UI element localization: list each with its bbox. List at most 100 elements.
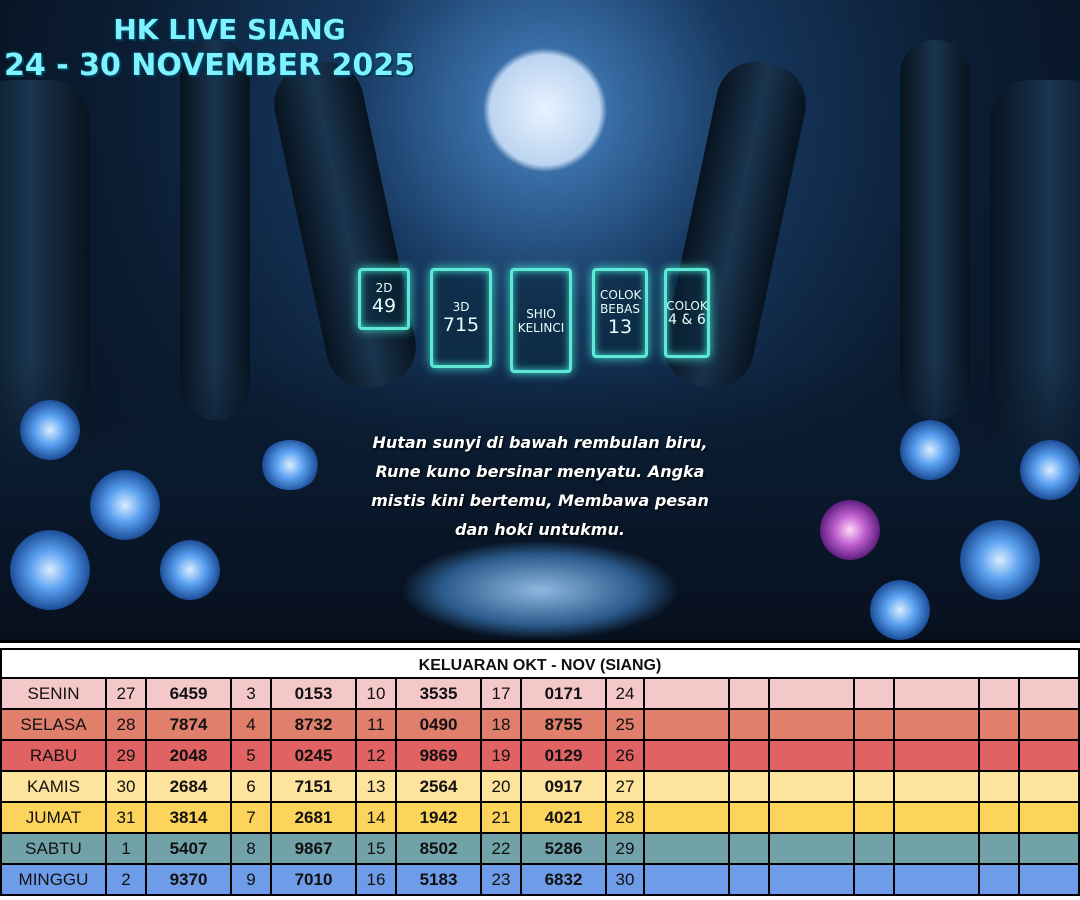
empty-cell <box>978 801 1020 834</box>
empty-cell <box>1017 863 1080 896</box>
date-cell: 19 <box>480 739 522 772</box>
empty-cell <box>978 770 1020 803</box>
title-line-1: HK LIVE SIANG <box>113 13 346 46</box>
empty-cell <box>768 832 855 865</box>
empty-cell <box>853 677 895 710</box>
prediction-label: SHIO <box>526 306 556 321</box>
result-cell: 9867 <box>270 832 357 865</box>
empty-cell <box>643 863 730 896</box>
empty-cell <box>893 739 980 772</box>
prediction-label: COLOK BEBAS <box>600 288 642 316</box>
result-cell: 5183 <box>395 863 482 896</box>
date-cell: 16 <box>355 863 397 896</box>
result-cell: 7874 <box>145 708 232 741</box>
day-cell: JUMAT <box>0 801 107 834</box>
flower <box>20 400 80 460</box>
prediction-shio: SHIO KELINCI <box>510 268 572 373</box>
table-row: SABTU 1 5407 8 9867 15 8502 22 5286 29 <box>0 832 1080 865</box>
tree <box>180 40 250 420</box>
date-cell: 24 <box>605 677 645 710</box>
date-cell: 6 <box>230 770 272 803</box>
date-cell: 2 <box>105 863 147 896</box>
empty-cell <box>768 708 855 741</box>
empty-cell <box>893 832 980 865</box>
empty-cell <box>978 739 1020 772</box>
empty-cell <box>643 770 730 803</box>
result-cell: 0917 <box>520 770 607 803</box>
banner-title: HK LIVE SIANG 24 - 30 NOVEMBER 2025 <box>4 12 415 84</box>
date-cell: 10 <box>355 677 397 710</box>
flower <box>1020 440 1080 500</box>
prediction-value: 49 <box>371 295 397 317</box>
table-row: SENIN 27 6459 3 0153 10 3535 17 0171 24 <box>0 677 1080 710</box>
divider <box>0 640 1080 643</box>
result-cell: 2681 <box>270 801 357 834</box>
date-cell: 28 <box>605 801 645 834</box>
empty-cell <box>728 677 770 710</box>
poem: Hutan sunyi di bawah rembulan biru, Rune… <box>360 428 720 544</box>
empty-cell <box>728 739 770 772</box>
empty-cell <box>853 832 895 865</box>
date-cell: 27 <box>105 677 147 710</box>
table-row: SELASA 28 7874 4 8732 11 0490 18 8755 25 <box>0 708 1080 741</box>
empty-cell <box>728 801 770 834</box>
empty-cell <box>893 801 980 834</box>
date-cell: 27 <box>605 770 645 803</box>
tree <box>266 54 424 396</box>
result-cell: 0245 <box>270 739 357 772</box>
empty-cell <box>978 863 1020 896</box>
result-cell: 0153 <box>270 677 357 710</box>
flower <box>160 540 220 600</box>
empty-cell <box>728 863 770 896</box>
date-cell: 1 <box>105 832 147 865</box>
date-cell: 29 <box>605 832 645 865</box>
date-cell: 11 <box>355 708 397 741</box>
poem-line: mistis kini bertemu, Membawa pesan <box>371 491 709 510</box>
empty-cell <box>643 677 730 710</box>
date-cell: 17 <box>480 677 522 710</box>
prediction-value: 13 <box>607 316 633 338</box>
date-cell: 30 <box>605 863 645 896</box>
empty-cell <box>768 770 855 803</box>
prediction-2d: 2D 49 <box>358 268 410 330</box>
day-cell: MINGGU <box>0 863 107 896</box>
date-cell: 13 <box>355 770 397 803</box>
flower <box>870 580 930 640</box>
prediction-value: KELINCI <box>517 320 565 335</box>
result-cell: 7151 <box>270 770 357 803</box>
date-cell: 25 <box>605 708 645 741</box>
empty-cell <box>643 708 730 741</box>
date-cell: 18 <box>480 708 522 741</box>
result-cell: 3814 <box>145 801 232 834</box>
date-cell: 30 <box>105 770 147 803</box>
result-cell: 0490 <box>395 708 482 741</box>
empty-cell <box>1017 801 1080 834</box>
empty-cell <box>728 770 770 803</box>
date-cell: 23 <box>480 863 522 896</box>
date-cell: 21 <box>480 801 522 834</box>
date-cell: 20 <box>480 770 522 803</box>
date-cell: 9 <box>230 863 272 896</box>
empty-cell <box>893 708 980 741</box>
empty-cell <box>1017 770 1080 803</box>
prediction-colok: COLOK 4 & 6 <box>664 268 710 358</box>
day-cell: SELASA <box>0 708 107 741</box>
prediction-value: 715 <box>442 314 480 336</box>
date-cell: 8 <box>230 832 272 865</box>
flower <box>960 520 1040 600</box>
flower <box>900 420 960 480</box>
flower <box>90 470 160 540</box>
date-cell: 12 <box>355 739 397 772</box>
prediction-colok-bebas: COLOK BEBAS 13 <box>592 268 648 358</box>
result-cell: 9370 <box>145 863 232 896</box>
empty-cell <box>728 832 770 865</box>
day-cell: SABTU <box>0 832 107 865</box>
prediction-label: COLOK <box>666 299 708 313</box>
empty-cell <box>893 863 980 896</box>
empty-cell <box>978 832 1020 865</box>
empty-cell <box>853 770 895 803</box>
poem-line: Rune kuno bersinar menyatu. Angka <box>375 462 705 481</box>
empty-cell <box>978 677 1020 710</box>
empty-cell <box>853 739 895 772</box>
date-cell: 29 <box>105 739 147 772</box>
